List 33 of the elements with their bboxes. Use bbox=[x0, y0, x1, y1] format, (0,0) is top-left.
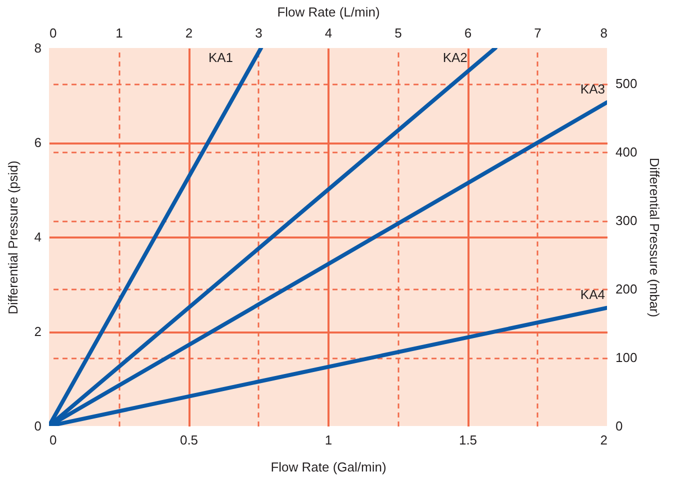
series-label: KA2 bbox=[442, 50, 468, 65]
x2-tick-label: 1 bbox=[116, 26, 123, 40]
y-tick-label: 6 bbox=[34, 135, 42, 150]
x2-tick-label: 3 bbox=[255, 26, 262, 40]
x2-tick-label: 6 bbox=[464, 26, 472, 40]
series-label: KA4 bbox=[580, 286, 605, 302]
x2-tick-label: 8 bbox=[600, 26, 608, 40]
y2-tick-label: 200 bbox=[616, 282, 638, 297]
y2-tick-label: 400 bbox=[616, 144, 638, 160]
x-tick-label: 1.5 bbox=[458, 432, 478, 448]
y2-tick-label: 500 bbox=[616, 76, 638, 92]
x2-tick-label: 2 bbox=[185, 26, 193, 40]
x2-tick-label: 5 bbox=[394, 26, 402, 40]
series-label: KA1 bbox=[208, 50, 234, 65]
y-tick-label: 8 bbox=[34, 40, 42, 56]
y-tick-label: 4 bbox=[34, 230, 42, 244]
x-axis-title: Flow Rate (Gal/min) bbox=[270, 460, 386, 474]
x2-axis-title: Flow Rate (L/min) bbox=[277, 4, 380, 20]
series-label: KA3 bbox=[580, 81, 605, 96]
y2-tick-label: 0 bbox=[616, 418, 623, 434]
x-tick-label: 2 bbox=[600, 432, 608, 448]
x2-tick-label: 7 bbox=[534, 26, 542, 40]
x-tick-label: 1 bbox=[324, 432, 332, 448]
y-tick-label: 0 bbox=[34, 418, 42, 434]
y-axis-title: Differential Pressure (psid) bbox=[5, 160, 20, 314]
y-tick-label: 2 bbox=[34, 324, 42, 339]
x-tick-label: 0.5 bbox=[180, 432, 198, 448]
y2-tick-label: 100 bbox=[616, 350, 638, 366]
y2-tick-label: 300 bbox=[616, 213, 638, 228]
x2-tick-label: 0 bbox=[50, 26, 57, 40]
x-tick-label: 0 bbox=[50, 432, 57, 448]
x2-tick-label: 4 bbox=[324, 26, 332, 40]
y2-axis-title: Differential Pressure (mbar) bbox=[647, 158, 662, 318]
